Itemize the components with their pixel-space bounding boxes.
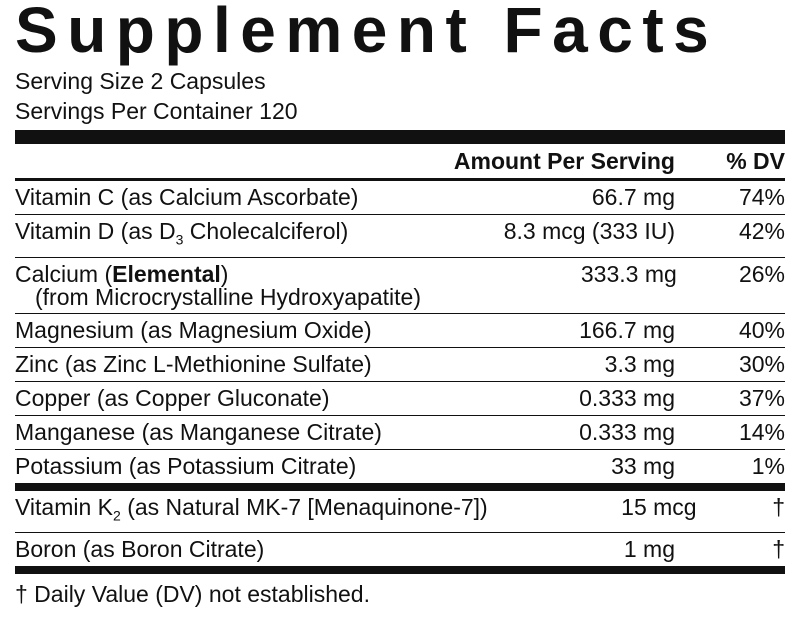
name-part: Copper (as Copper Gluconate) (15, 384, 330, 411)
name-part: 2 (113, 507, 121, 524)
name-part: Vitamin C (as Calcium Ascorbate) (15, 184, 359, 210)
rule (15, 178, 785, 181)
nutrient-name: Calcium (Elemental) (from Microcrystallin… (15, 258, 421, 313)
daily-value: † (772, 493, 785, 520)
serving-size: Serving Size 2 Capsules (15, 68, 266, 94)
nutrient-name: Manganese (as Manganese Citrate) (15, 416, 415, 449)
nutrient-note: (from Microcrystalline Hydroxyapatite) (35, 283, 421, 310)
name-part: ) (220, 260, 229, 287)
name-part: Elemental (112, 260, 221, 287)
name-part: Magnesium (as Magnesium Oxide) (15, 316, 372, 343)
name-part: Calcium ( (15, 260, 113, 287)
name-part: Vitamin K (15, 493, 114, 520)
amount: 1 mg (623, 536, 675, 563)
daily-value: 74% (738, 184, 785, 210)
nutrient-name: Vitamin K2 (as Natural MK-7 [Menaquinone… (15, 491, 488, 533)
footnote: † Daily Value (DV) not established. (15, 581, 370, 608)
daily-value: 14% (738, 418, 785, 445)
name-part: Manganese (as Manganese Citrate) (15, 418, 382, 445)
nutrient-name: Vitamin D (as D3 Cholecalciferol) (15, 215, 415, 257)
daily-value: 42% (738, 218, 785, 244)
nutrient-name: Vitamin C (as Calcium Ascorbate) (15, 181, 415, 214)
rows: Vitamin K2 (as Natural MK-7 [Menaquinone… (15, 491, 785, 567)
spacer (15, 144, 415, 178)
nutrient-name: Boron (as Boron Citrate) (15, 533, 415, 566)
dv-header: % DV (726, 148, 785, 174)
rule (15, 482, 785, 491)
supplement-label: Supplement Facts Serving Size 2 Capsules… (15, 0, 785, 614)
name-part: Boron (as Boron Citrate) (15, 536, 265, 563)
daily-value: 1% (751, 452, 785, 479)
nutrient-name: Copper (as Copper Gluconate) (15, 382, 415, 415)
nutrient-row: Calcium (Elemental) (from Microcrystallin… (15, 256, 785, 313)
nutrient-row: Boron (as Boron Citrate) 1 mg † (15, 532, 785, 566)
header-row: Amount Per Serving % DV (15, 144, 785, 178)
nutrient-row: Copper (as Copper Gluconate) 0.333 mg 37% (15, 380, 785, 415)
nutrient-row: Vitamin K2 (as Natural MK-7 [Menaquinone… (15, 491, 785, 533)
name-part: Cholecalciferol) (183, 218, 349, 244)
amount: 15 mcg (621, 493, 697, 520)
name-part: 3 (175, 231, 184, 248)
name-part: Vitamin D (as D (15, 218, 176, 244)
amount-header: Amount Per Serving (453, 148, 675, 174)
amount: 66.7 mg (591, 184, 675, 210)
nutrient-row: Vitamin D (as D3 Cholecalciferol) 8.3 mcg… (15, 214, 785, 257)
amount: 166.7 mg (579, 316, 675, 343)
nutrient-row: Zinc (as Zinc L-Methionine Sulfate) 3.3 m… (15, 346, 785, 381)
nutrient-name: Potassium (as Potassium Citrate) (15, 450, 415, 483)
name-part: Zinc (as Zinc L-Methionine Sulfate) (15, 350, 372, 377)
name-part: Potassium (as Potassium Citrate) (15, 452, 357, 479)
daily-value: † (772, 536, 785, 563)
nutrient-name: Zinc (as Zinc L-Methionine Sulfate) (15, 348, 415, 381)
nutrient-row: Vitamin C (as Calcium Ascorbate) 66.7 mg 7… (15, 181, 785, 214)
daily-value: 26% (738, 260, 785, 287)
daily-value: 30% (738, 350, 785, 377)
nutrient-row: Potassium (as Potassium Citrate) 33 mg 1% (15, 448, 785, 483)
daily-value: 37% (738, 384, 785, 411)
nutrient-row: Manganese (as Manganese Citrate) 0.333 mg… (15, 414, 785, 449)
amount: 0.333 mg (579, 418, 675, 445)
amount: 0.333 mg (579, 384, 675, 411)
name-part: (as Natural MK-7 [Menaquinone-7]) (120, 493, 488, 520)
amount: 8.3 mcg (333 IU) (503, 218, 675, 244)
rule (15, 130, 785, 144)
amount: 33 mg (611, 452, 675, 479)
servings-per-container: Servings Per Container 120 (15, 98, 298, 124)
amount: 3.3 mg (604, 350, 675, 377)
nutrient-row: Magnesium (as Magnesium Oxide) 166.7 mg 40… (15, 312, 785, 347)
nutrient-name: Magnesium (as Magnesium Oxide) (15, 314, 415, 347)
rows: Vitamin C (as Calcium Ascorbate) 66.7 mg 7… (15, 181, 785, 483)
title: Supplement Facts (15, 0, 719, 66)
amount: 333.3 mg (580, 260, 677, 287)
daily-value: 40% (738, 316, 785, 343)
rule (15, 566, 785, 575)
